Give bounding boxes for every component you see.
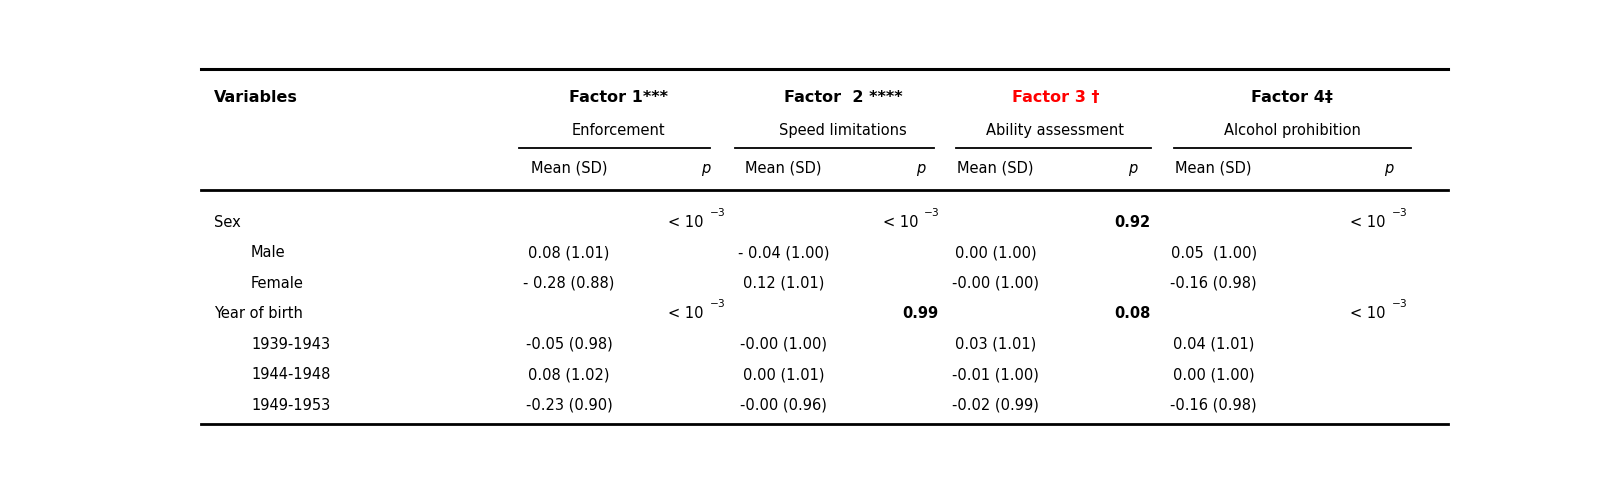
Text: -0.05 (0.98): -0.05 (0.98)	[526, 337, 613, 352]
Text: p: p	[1384, 161, 1393, 176]
Text: 0.00 (1.00): 0.00 (1.00)	[1173, 367, 1255, 382]
Text: $-$3: $-$3	[708, 206, 726, 218]
Text: 1939-1943: 1939-1943	[251, 337, 330, 352]
Text: - 0.28 (0.88): - 0.28 (0.88)	[523, 276, 615, 291]
Text: Factor 4‡: Factor 4‡	[1252, 90, 1334, 105]
Text: Ability assessment: Ability assessment	[986, 123, 1125, 138]
Text: Factor 1***: Factor 1***	[570, 90, 668, 105]
Text: $-$3: $-$3	[1390, 206, 1408, 218]
Text: Factor 3 †: Factor 3 †	[1012, 90, 1099, 105]
Text: Factor  2 ****: Factor 2 ****	[784, 90, 903, 105]
Text: 0.08 (1.01): 0.08 (1.01)	[528, 245, 610, 260]
Text: Male: Male	[251, 245, 286, 260]
Text: 0.92: 0.92	[1115, 214, 1150, 229]
Text: -0.02 (0.99): -0.02 (0.99)	[953, 398, 1039, 413]
Text: Year of birth: Year of birth	[214, 306, 302, 321]
Text: Variables: Variables	[214, 90, 298, 105]
Text: 0.08: 0.08	[1115, 306, 1150, 321]
Text: -0.00 (1.00): -0.00 (1.00)	[740, 337, 827, 352]
Text: Mean (SD): Mean (SD)	[531, 161, 607, 176]
Text: < 10: < 10	[1350, 214, 1385, 229]
Text: -0.00 (1.00): -0.00 (1.00)	[953, 276, 1039, 291]
Text: Female: Female	[251, 276, 304, 291]
Text: 0.08 (1.02): 0.08 (1.02)	[528, 367, 610, 382]
Text: p: p	[1128, 161, 1138, 176]
Text: Mean (SD): Mean (SD)	[745, 161, 822, 176]
Text: Sex: Sex	[214, 214, 240, 229]
Text: 1949-1953: 1949-1953	[251, 398, 330, 413]
Text: -0.16 (0.98): -0.16 (0.98)	[1170, 276, 1257, 291]
Text: 0.99: 0.99	[903, 306, 938, 321]
Text: < 10: < 10	[668, 214, 703, 229]
Text: - 0.04 (1.00): - 0.04 (1.00)	[737, 245, 829, 260]
Text: -0.16 (0.98): -0.16 (0.98)	[1170, 398, 1257, 413]
Text: 1944-1948: 1944-1948	[251, 367, 330, 382]
Text: Enforcement: Enforcement	[573, 123, 666, 138]
Text: $-$3: $-$3	[924, 206, 940, 218]
Text: Speed limitations: Speed limitations	[779, 123, 907, 138]
Text: p: p	[702, 161, 711, 176]
Text: 0.12 (1.01): 0.12 (1.01)	[743, 276, 824, 291]
Text: Mean (SD): Mean (SD)	[957, 161, 1033, 176]
Text: 0.00 (1.00): 0.00 (1.00)	[954, 245, 1036, 260]
Text: 0.00 (1.01): 0.00 (1.01)	[743, 367, 824, 382]
Text: Alcohol prohibition: Alcohol prohibition	[1224, 123, 1361, 138]
Text: 0.04 (1.01): 0.04 (1.01)	[1173, 337, 1255, 352]
Text: $-$3: $-$3	[1390, 297, 1408, 309]
Text: -0.00 (0.96): -0.00 (0.96)	[740, 398, 827, 413]
Text: < 10: < 10	[668, 306, 703, 321]
Text: -0.01 (1.00): -0.01 (1.00)	[953, 367, 1039, 382]
Text: 0.03 (1.01): 0.03 (1.01)	[954, 337, 1036, 352]
Text: $-$3: $-$3	[708, 297, 726, 309]
Text: 0.05  (1.00): 0.05 (1.00)	[1171, 245, 1257, 260]
Text: Mean (SD): Mean (SD)	[1176, 161, 1252, 176]
Text: p: p	[916, 161, 925, 176]
Text: < 10: < 10	[1350, 306, 1385, 321]
Text: < 10: < 10	[883, 214, 919, 229]
Text: -0.23 (0.90): -0.23 (0.90)	[526, 398, 613, 413]
